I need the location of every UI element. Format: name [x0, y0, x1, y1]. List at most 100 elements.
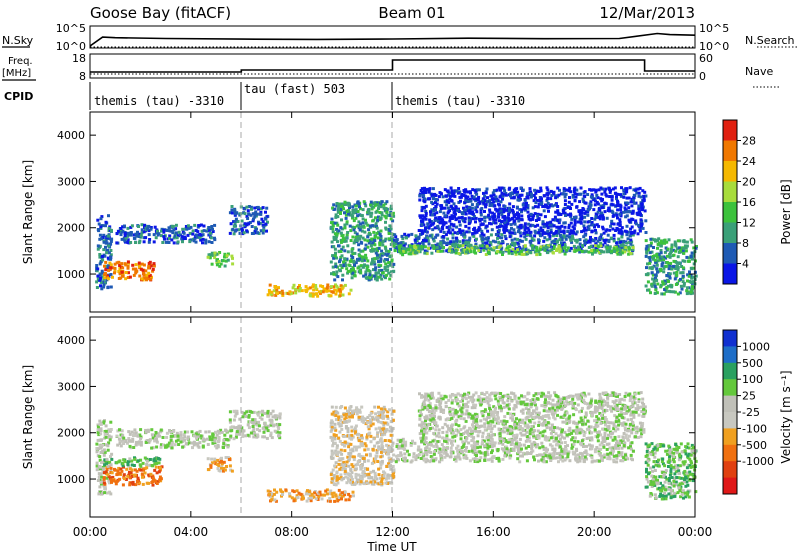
power-cell [584, 250, 587, 253]
velocity-cell [277, 427, 280, 430]
power-cell [410, 233, 413, 236]
power-cell [355, 205, 358, 208]
power-cell [113, 271, 116, 274]
velocity-cell [120, 470, 123, 473]
power-cell [374, 268, 377, 271]
velocity-cell [177, 439, 180, 442]
velocity-cell [193, 443, 196, 446]
power-cell [584, 190, 587, 193]
power-cell [130, 231, 133, 234]
velocity-cell [406, 450, 409, 453]
velocity-cell [242, 430, 245, 433]
power-cell [637, 205, 640, 208]
velocity-cell [347, 430, 350, 433]
power-cell [422, 206, 425, 209]
velocity-cell [160, 477, 163, 480]
velocity-cell [340, 405, 343, 408]
power-cell [634, 219, 637, 222]
velocity-cell [278, 423, 281, 426]
velocity-cell [382, 470, 385, 473]
velocity-cell [222, 446, 225, 449]
velocity-cell [311, 493, 314, 496]
power-cell [565, 193, 568, 196]
power-cell [347, 202, 350, 205]
velocity-cell [121, 462, 124, 465]
velocity-cell [367, 459, 370, 462]
power-cell [385, 274, 388, 277]
power-cell [622, 211, 625, 214]
power-cell [683, 260, 686, 263]
nsky-series-line [90, 34, 695, 47]
power-cell [500, 236, 503, 239]
velocity-cell [118, 428, 121, 431]
velocity-cell [186, 437, 189, 440]
power-cell [530, 213, 533, 216]
velocity-cell [271, 436, 274, 439]
power-cell [458, 220, 461, 223]
power-cell [648, 256, 651, 259]
power-cell [149, 278, 152, 281]
power-cell [584, 234, 587, 237]
velocity-cell [372, 437, 375, 440]
velocity-cell [380, 407, 383, 410]
power-cell [342, 294, 345, 297]
power-cell [107, 235, 110, 238]
nsky-label: N.Sky [2, 34, 34, 47]
power-cell [560, 230, 563, 233]
power-cell [520, 187, 523, 190]
power-cell [351, 276, 354, 279]
power-cell [516, 238, 519, 241]
velocity-cell [344, 407, 347, 410]
power-cell [394, 249, 397, 252]
power-cell [393, 245, 396, 248]
power-cell [487, 251, 490, 254]
power-cell [230, 208, 233, 211]
power-cell [95, 264, 98, 267]
power-cell [593, 239, 596, 242]
power-cell [340, 232, 343, 235]
power-cell [334, 265, 337, 268]
power-cell [342, 237, 345, 240]
power-cell [110, 240, 113, 243]
velocity-cell [207, 443, 210, 446]
power-cell [332, 245, 335, 248]
power-cell [559, 247, 562, 250]
power-cell [567, 246, 570, 249]
velocity-cell [355, 476, 358, 479]
velocity-cell [278, 434, 281, 437]
power-cell [624, 206, 627, 209]
power-cell [377, 207, 380, 210]
power-cell [444, 214, 447, 217]
power-cell [147, 265, 150, 268]
power-cell [500, 210, 503, 213]
power-cell [333, 273, 336, 276]
velocity-cell [380, 451, 383, 454]
power-cell [564, 226, 567, 229]
power-cell [501, 240, 504, 243]
velocity-cell [344, 491, 347, 494]
velocity-cell [229, 418, 232, 421]
power-cell [478, 188, 481, 191]
power-cell [456, 209, 459, 212]
power-cell [528, 218, 531, 221]
power-cell [204, 242, 207, 245]
velocity-cell [336, 478, 339, 481]
power-cell [617, 238, 620, 241]
power-cell [143, 264, 146, 267]
power-cell [498, 204, 501, 207]
power-cell [622, 240, 625, 243]
power-cell [690, 291, 693, 294]
velocity-cell [336, 451, 339, 454]
velocity-cell [166, 432, 169, 435]
velocity-cell [230, 429, 233, 432]
velocity-cell [125, 468, 128, 471]
power-cell [95, 280, 98, 283]
velocity-cell [347, 420, 350, 423]
power-cell [669, 284, 672, 287]
power-cell [288, 290, 291, 293]
velocity-cell [373, 445, 376, 448]
power-cell [673, 254, 676, 257]
power-cell [339, 264, 342, 267]
power-cell [556, 205, 559, 208]
power-cell [247, 209, 250, 212]
